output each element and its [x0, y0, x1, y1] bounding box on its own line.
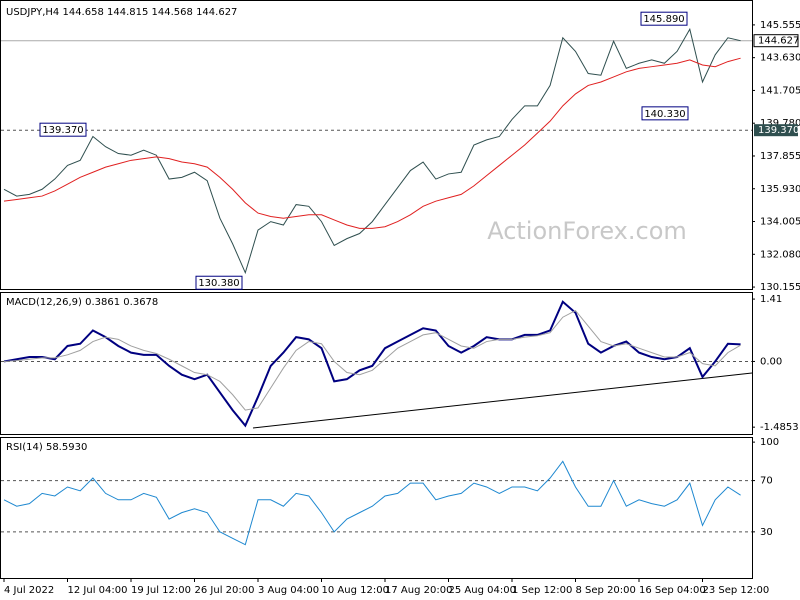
watermark: ActionForex.com [487, 217, 687, 245]
level-label-bg [754, 124, 798, 137]
x-tick-label: 25 Aug 04:00 [449, 585, 516, 596]
x-tick-label: 26 Jul 20:00 [195, 585, 255, 596]
annotation-label: 139.370 [42, 125, 83, 136]
series-line [3, 309, 741, 411]
annotation-box [641, 106, 689, 121]
y-tick-label: 100 [760, 437, 779, 448]
y-tick-label: 1.41 [760, 294, 782, 305]
x-tick-label: 16 Sep 04:00 [639, 585, 706, 596]
x-tick-label: 10 Aug 12:00 [322, 585, 389, 596]
main-frame [0, 0, 753, 290]
annotation-label: 145.890 [643, 14, 684, 25]
panel-title: USDJPY,H4 144.658 144.815 144.568 144.62… [6, 7, 237, 18]
macd-frame [0, 292, 753, 435]
last-price-bg [753, 34, 799, 48]
y-tick-label: -1.4853 [760, 422, 799, 433]
y-tick-label: 137.855 [760, 151, 800, 162]
x-tick-label: 17 Aug 20:00 [385, 585, 452, 596]
y-tick-label: 143.630 [760, 53, 800, 64]
y-tick-label: 132.080 [760, 249, 800, 260]
y-tick-label: 139.780 [760, 118, 800, 129]
series-line [3, 27, 741, 275]
rsi-frame [0, 437, 753, 579]
x-tick-label: 8 Sep 20:00 [576, 585, 636, 596]
y-tick-label: 135.930 [760, 184, 800, 195]
y-tick-label: 130.155 [760, 282, 800, 293]
annotation-label: 140.330 [644, 109, 685, 120]
level-label: 139.370 [758, 125, 799, 136]
x-tick-label: 1 Sep 12:00 [512, 585, 572, 596]
y-tick-label: 134.005 [760, 217, 800, 228]
series-line [3, 57, 741, 229]
annotation-box [640, 11, 688, 26]
x-tick-label: 4 Jul 2022 [4, 585, 54, 596]
x-tick-label: 3 Aug 04:00 [258, 585, 319, 596]
annotation-box [39, 122, 87, 137]
y-tick-label: 70 [760, 476, 773, 487]
y-tick-label: 30 [760, 527, 773, 538]
series-line [3, 460, 741, 546]
annotation-box [195, 275, 243, 290]
panel-title: RSI(14) 58.5930 [6, 442, 87, 453]
y-tick-label: 0.00 [760, 356, 782, 367]
annotation-label: 130.380 [198, 278, 239, 289]
x-tick-label: 12 Jul 04:00 [68, 585, 128, 596]
y-tick-label: 145.555 [760, 20, 800, 31]
y-tick-label: 141.705 [760, 85, 800, 96]
panel-title: MACD(12,26,9) 0.3861 0.3678 [6, 297, 158, 308]
series-line [3, 300, 741, 428]
x-tick-label: 23 Sep 12:00 [703, 585, 770, 596]
trend-line [252, 372, 753, 429]
last-price-label: 144.627 [758, 36, 799, 47]
x-tick-label: 19 Jul 12:00 [131, 585, 191, 596]
